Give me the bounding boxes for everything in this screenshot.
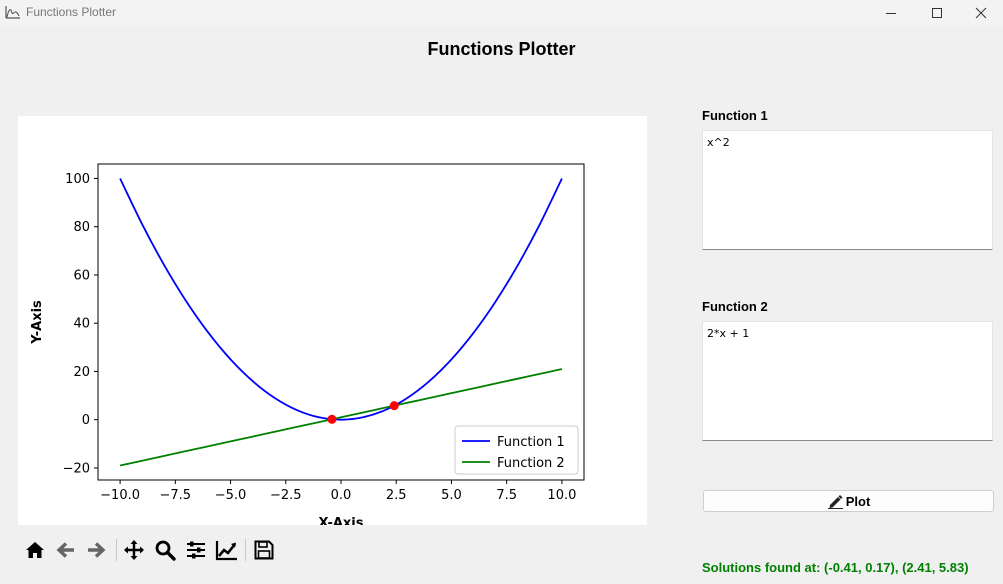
page-title: Functions Plotter (427, 39, 576, 59)
zoom-button[interactable] (152, 536, 178, 564)
forward-arrow-icon (88, 542, 106, 558)
minimize-button[interactable] (868, 0, 914, 26)
x-tick-label: −10.0 (100, 488, 140, 503)
save-button[interactable] (251, 536, 277, 564)
x-tick-label: 0.0 (331, 488, 352, 503)
function1-input[interactable]: x^2 (702, 130, 993, 250)
y-tick-label: 100 (65, 172, 90, 187)
legend-label: Function 1 (497, 435, 565, 450)
close-button[interactable] (958, 0, 1003, 26)
maximize-icon (932, 8, 942, 18)
pen-icon (827, 494, 843, 509)
chart: −10.0 −7.5 −5.0 −2.5 0.0 2.5 5.0 7.5 10.0 −20 0 20 4… (30, 163, 585, 525)
zoom-icon (155, 540, 176, 561)
function1-label: Function 1 (702, 108, 768, 123)
maximize-button[interactable] (914, 0, 960, 26)
pan-icon (124, 540, 144, 560)
intersection-point (327, 414, 337, 424)
function2-input[interactable]: 2*x + 1 (702, 321, 993, 441)
y-tick-label: 80 (73, 220, 90, 235)
plot-button-label: Plot (845, 493, 871, 509)
edit-axes-button[interactable] (214, 536, 240, 564)
y-tick-label: −20 (63, 461, 90, 476)
y-tick-label: 0 (82, 413, 90, 428)
close-icon (975, 7, 987, 19)
back-arrow-icon (56, 542, 74, 558)
app-icon (5, 6, 20, 19)
x-tick-label: 5.0 (441, 488, 462, 503)
configure-subplots-button[interactable] (183, 536, 209, 564)
toolbar-separator (116, 539, 117, 561)
series-line-2 (119, 368, 563, 467)
y-tick-label: 60 (73, 268, 90, 283)
function2-label: Function 2 (702, 299, 768, 314)
home-button[interactable] (22, 536, 48, 564)
y-tick-label: 20 (73, 365, 90, 380)
y-tick-label: 40 (73, 317, 90, 332)
x-axis-label: X-Axis (319, 516, 364, 525)
x-tick-label: 2.5 (386, 488, 407, 503)
legend-label: Function 2 (497, 456, 565, 471)
plot-button[interactable]: Plot (703, 490, 994, 512)
minimize-icon (886, 13, 896, 14)
edit-axes-icon (215, 541, 237, 561)
pan-button[interactable] (121, 536, 147, 564)
forward-button[interactable] (83, 536, 109, 564)
intersection-point (389, 401, 399, 411)
window-titlebar: Functions Plotter (0, 0, 1003, 26)
solutions-text: Solutions found at: (-0.41, 0.17), (2.41… (702, 560, 969, 575)
toolbar-separator (245, 539, 246, 561)
configure-subplots-icon (187, 541, 205, 559)
home-icon (26, 542, 44, 558)
x-tick-label: −5.0 (215, 488, 247, 503)
series-line-1 (119, 178, 563, 421)
y-axis-label: Y-Axis (30, 300, 45, 345)
x-tick-label: −2.5 (270, 488, 302, 503)
back-button[interactable] (53, 536, 79, 564)
plot-canvas[interactable]: −10.0 −7.5 −5.0 −2.5 0.0 2.5 5.0 7.5 10.0 −20 0 20 4… (18, 116, 647, 525)
x-tick-label: 7.5 (496, 488, 517, 503)
x-tick-label: −7.5 (160, 488, 192, 503)
x-tick-label: 10.0 (547, 488, 576, 503)
window-title: Functions Plotter (26, 5, 117, 19)
save-icon (254, 540, 274, 560)
